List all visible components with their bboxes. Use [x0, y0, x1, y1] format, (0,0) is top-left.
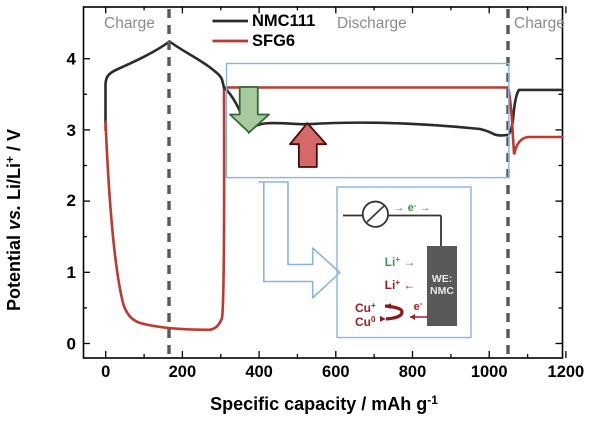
svg-text:Discharge: Discharge	[337, 15, 407, 32]
svg-text:800: 800	[399, 363, 427, 381]
svg-text:0: 0	[67, 335, 76, 354]
svg-text:Li+ →: Li+ →	[385, 255, 416, 269]
svg-text:NMC: NMC	[430, 285, 454, 297]
svg-text:→ e- →: → e- →	[394, 201, 431, 214]
svg-text:Charge: Charge	[514, 15, 565, 32]
svg-text:Cu+: Cu+	[355, 301, 376, 315]
svg-text:1000: 1000	[471, 363, 508, 381]
svg-text:200: 200	[169, 363, 197, 381]
svg-text:3: 3	[67, 121, 76, 140]
svg-text:Potential vs. Li/Li+ / V: Potential vs. Li/Li+ / V	[3, 129, 24, 311]
svg-text:Charge: Charge	[104, 15, 155, 32]
svg-text:0: 0	[101, 363, 110, 381]
svg-text:e-: e-	[414, 299, 423, 313]
svg-text:Cu0: Cu0	[355, 315, 376, 329]
svg-text:1: 1	[67, 263, 76, 282]
svg-text:2: 2	[67, 191, 76, 210]
svg-text:SFG6: SFG6	[252, 32, 295, 50]
svg-text:Li+ ←: Li+ ←	[385, 278, 416, 292]
svg-text:NMC111: NMC111	[252, 12, 315, 30]
svg-text:4: 4	[67, 49, 77, 68]
svg-text:WE:: WE:	[432, 273, 452, 285]
svg-text:400: 400	[245, 363, 273, 381]
svg-text:Specific capacity / mAh g-1: Specific capacity / mAh g-1	[210, 393, 438, 414]
svg-text:600: 600	[322, 363, 350, 381]
svg-text:1200: 1200	[548, 363, 585, 381]
